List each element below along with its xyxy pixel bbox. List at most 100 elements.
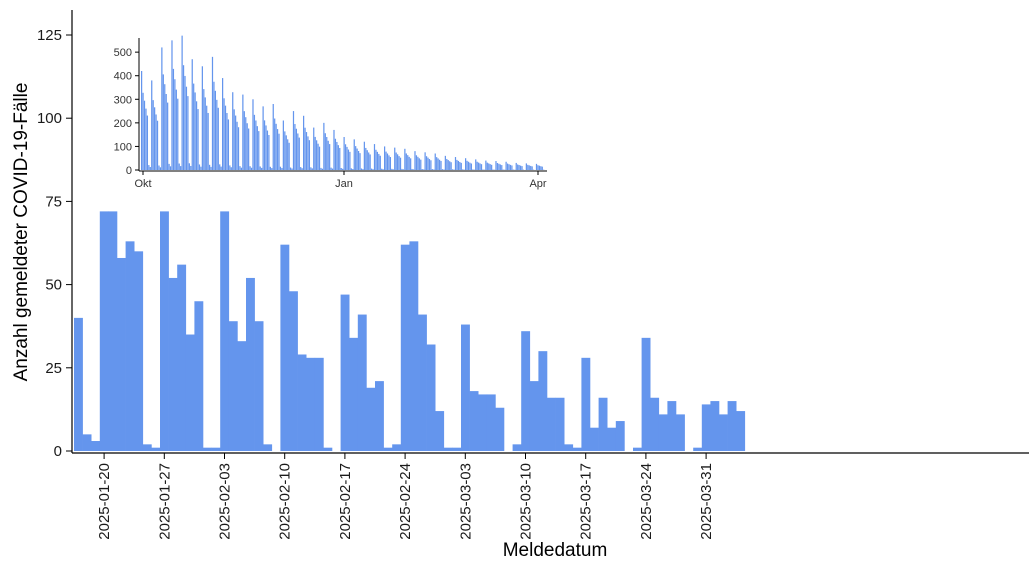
inset-bar <box>232 92 234 170</box>
inset-bar <box>242 94 244 170</box>
inset-bar <box>424 152 426 170</box>
bar <box>366 387 376 451</box>
inset-bar <box>417 156 419 170</box>
bar <box>598 397 608 451</box>
inset-bar <box>154 107 156 170</box>
inset-bar <box>252 99 254 170</box>
bar <box>676 414 685 451</box>
inset-bar <box>441 169 444 170</box>
inset-bar <box>200 166 202 170</box>
bar <box>641 337 651 451</box>
inset-bar <box>178 163 180 170</box>
inset-bar <box>405 153 407 170</box>
inset-bar <box>262 106 264 170</box>
x-tick-label: 2025-03-31 <box>698 463 715 540</box>
inset-bar <box>509 164 512 170</box>
inset-bar <box>278 133 280 170</box>
inset-bar <box>298 137 300 170</box>
inset-bar <box>511 165 513 170</box>
inset-bar <box>478 162 480 170</box>
inset-bar <box>365 147 367 170</box>
inset-bar <box>313 127 315 170</box>
inset-bar <box>148 165 150 170</box>
inset-y-tick-label: 300 <box>114 94 132 106</box>
inset-bar <box>149 167 151 170</box>
inset-bar <box>245 117 247 170</box>
bar <box>211 447 221 451</box>
inset-bar <box>525 163 527 170</box>
bar <box>633 447 642 451</box>
bar <box>340 294 350 451</box>
inset-bar <box>449 161 451 170</box>
inset-bar <box>142 92 144 170</box>
inset-bar <box>216 99 218 170</box>
bar <box>177 264 187 451</box>
inset-bar <box>248 128 250 170</box>
x-tick-label: 2025-03-10 <box>518 463 535 540</box>
inset-bar <box>392 169 394 170</box>
inset-bar <box>360 168 363 170</box>
bar <box>418 314 427 451</box>
inset-bar <box>476 161 478 170</box>
inset-bar <box>437 158 439 170</box>
inset-bar <box>404 148 406 170</box>
bar <box>547 397 556 451</box>
bar <box>538 351 548 451</box>
inset-bar <box>314 136 316 170</box>
inset-bar <box>258 131 260 170</box>
inset-bar <box>412 169 415 170</box>
inset-bar <box>239 166 241 170</box>
inset-bar <box>538 165 540 170</box>
bar <box>280 244 290 451</box>
inset-bar <box>220 166 222 170</box>
inset-bar <box>355 146 357 170</box>
bar <box>357 314 367 451</box>
inset-bar <box>508 164 510 170</box>
x-tick-label: 2025-02-17 <box>337 463 354 540</box>
inset-bar <box>459 161 461 170</box>
bar <box>564 444 574 451</box>
inset-bar <box>217 107 219 170</box>
inset-bar <box>223 98 225 170</box>
bar <box>400 244 410 451</box>
inset-bar <box>233 109 235 170</box>
bar <box>203 447 212 451</box>
bar <box>443 447 453 451</box>
inset-bar <box>175 89 177 170</box>
bar <box>117 257 126 451</box>
bar <box>168 277 178 451</box>
inset-bar <box>381 168 383 170</box>
bar <box>452 447 462 451</box>
main-bars <box>74 211 746 451</box>
bar <box>435 411 445 451</box>
x-tick-label: 2025-02-03 <box>217 463 234 540</box>
inset-bar <box>279 166 282 170</box>
inset-bar <box>531 166 533 170</box>
bar <box>650 397 660 451</box>
inset-bar <box>201 66 203 170</box>
inset-bar <box>224 105 227 170</box>
inset-bar <box>460 162 462 170</box>
inset-bar <box>337 145 339 170</box>
inset-x-tick-label: Okt <box>134 178 151 190</box>
inset-bar <box>204 97 206 170</box>
inset-bar <box>501 165 503 170</box>
bar <box>426 344 436 451</box>
inset-bar <box>537 165 539 170</box>
inset-bar <box>311 168 313 170</box>
inset-bar <box>206 105 208 170</box>
inset-bar <box>158 165 160 170</box>
inset-bar <box>274 118 276 170</box>
inset-bar <box>407 155 409 170</box>
x-tick-label: 2025-03-03 <box>457 463 474 540</box>
y-tick-label: 100 <box>37 110 62 127</box>
inset-bar <box>165 94 167 170</box>
inset-bar <box>285 135 287 170</box>
inset-bar <box>214 90 216 170</box>
inset-bar <box>373 144 376 170</box>
inset-bar <box>265 125 267 170</box>
inset-bar <box>489 164 491 170</box>
bar <box>160 211 169 451</box>
inset-bar <box>236 121 238 170</box>
inset-bar <box>346 146 348 170</box>
